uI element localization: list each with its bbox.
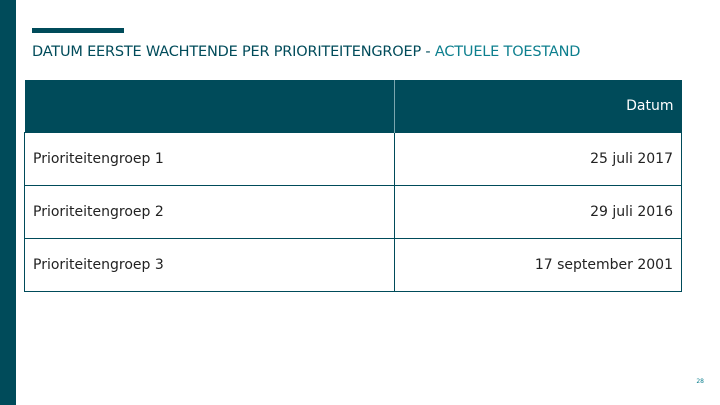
table-body: Prioriteitengroep 1 25 juli 2017 Prioritei… xyxy=(24,132,682,292)
page-number: 28 xyxy=(696,378,704,385)
table-cell: Prioriteitengroep 2 xyxy=(24,185,395,239)
header-cell: Datum xyxy=(394,80,682,133)
table-cell: Prioriteitengroep 3 xyxy=(24,238,395,292)
sidebar xyxy=(0,0,16,405)
table-cell: 25 juli 2017 xyxy=(394,132,682,186)
slide-title: DATUM EERSTE WACHTENDE PER PRIORITEITENG… xyxy=(32,44,580,60)
table-row: Prioriteitengroep 2 29 juli 2016 xyxy=(24,185,682,239)
table-cell: 17 september 2001 xyxy=(394,238,682,292)
title-accent: ACTUELE TOESTAND xyxy=(434,44,581,60)
table-row: Prioriteitengroep 3 17 september 2001 xyxy=(24,238,682,292)
table-row: Prioriteitengroep 1 25 juli 2017 xyxy=(24,132,682,186)
title-main: DATUM EERSTE WACHTENDE PER PRIORITEITENG… xyxy=(32,44,422,60)
table-cell: Prioriteitengroep 1 xyxy=(24,132,395,186)
accent-bar xyxy=(32,28,124,33)
table-cell: 29 juli 2016 xyxy=(394,185,682,239)
title-separator: - xyxy=(421,44,435,60)
header-row: Datum xyxy=(24,80,682,133)
table: Datum Prioriteitengroep 1 25 juli 2017 Pri… xyxy=(24,80,682,292)
header-cell xyxy=(24,80,395,133)
